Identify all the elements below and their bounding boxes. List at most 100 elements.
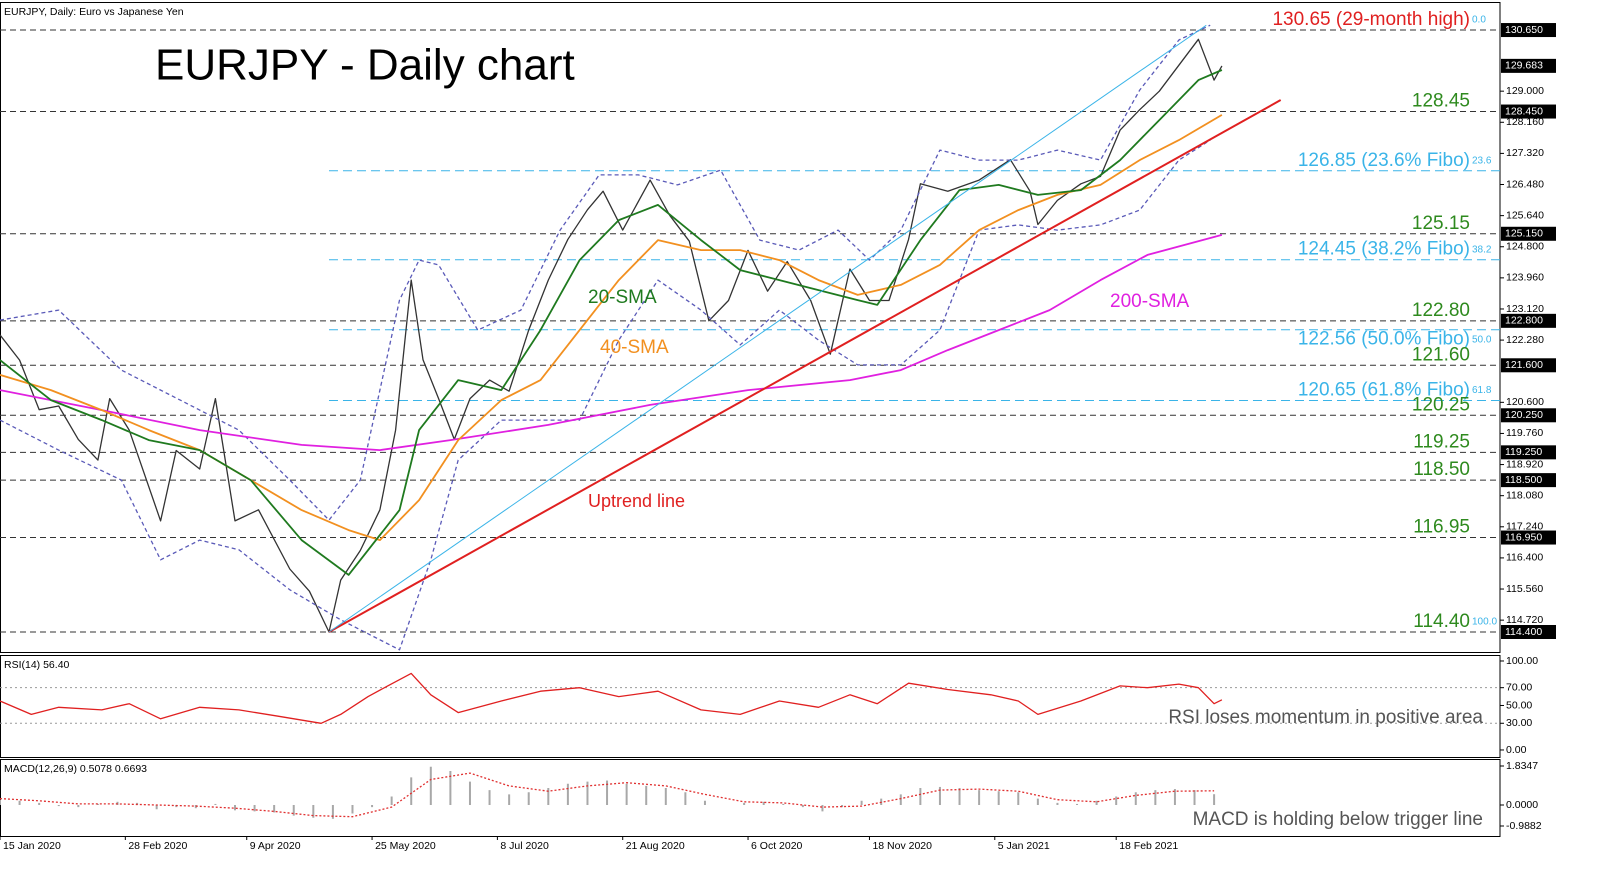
y-tick-label: 118.080 bbox=[1506, 489, 1543, 501]
y-tick-label: 118.920 bbox=[1506, 458, 1543, 470]
y-tick-label: 120.600 bbox=[1506, 396, 1544, 408]
series-line bbox=[0, 38, 1223, 633]
y-tick-label: 114.720 bbox=[1506, 614, 1543, 626]
sma-label: 20-SMA bbox=[588, 287, 657, 308]
y-tick-label: 126.480 bbox=[1506, 178, 1544, 190]
y-tick-label: 122.280 bbox=[1506, 334, 1544, 346]
y-tick-label: 125.640 bbox=[1506, 209, 1544, 221]
y-tick-label: 123.960 bbox=[1506, 272, 1544, 284]
axis-box bbox=[1501, 104, 1556, 119]
x-tick-label: 5 Jan 2021 bbox=[998, 840, 1050, 852]
y-tick-label: 124.800 bbox=[1506, 241, 1544, 253]
series-line bbox=[0, 672, 1223, 724]
axis-box-label: 120.250 bbox=[1505, 409, 1543, 421]
axis-box bbox=[1501, 445, 1556, 460]
series-line bbox=[0, 24, 1211, 521]
panel-frame bbox=[0, 2, 1501, 653]
level-label: 122.80 bbox=[1412, 300, 1470, 321]
axis-box-label: 118.500 bbox=[1505, 474, 1542, 486]
x-tick-label: 18 Feb 2021 bbox=[1119, 840, 1178, 852]
x-tick-label: 25 May 2020 bbox=[375, 840, 436, 852]
y-tick-label: 123.120 bbox=[1506, 303, 1544, 315]
trend-label: Uptrend line bbox=[588, 491, 685, 511]
y-tick-label: 119.760 bbox=[1506, 427, 1543, 439]
level-label: 120.25 bbox=[1412, 394, 1470, 415]
panel-title: RSI(14) 56.40 bbox=[4, 659, 70, 671]
x-tick-label: 8 Jul 2020 bbox=[500, 840, 549, 852]
axis-box-label: 130.650 bbox=[1505, 24, 1543, 36]
fibo-label: 100.0 bbox=[1472, 617, 1497, 628]
y-tick-label: 100.00 bbox=[1506, 655, 1538, 667]
axis-box-label: 119.250 bbox=[1505, 446, 1542, 458]
x-tick-label: 28 Feb 2020 bbox=[128, 840, 187, 852]
last-price-box bbox=[1501, 58, 1556, 73]
axis-box-label: 122.800 bbox=[1505, 315, 1543, 327]
y-tick-label: 0.00 bbox=[1506, 744, 1527, 756]
level-label: 126.85 (23.6% Fibo) bbox=[1298, 150, 1470, 171]
level-label: 116.95 bbox=[1413, 517, 1470, 538]
fibo-label: 38.2 bbox=[1472, 244, 1492, 255]
fibo-label: 61.8 bbox=[1472, 385, 1492, 396]
panel-title: MACD(12,26,9) 0.5078 0.6693 bbox=[4, 763, 147, 775]
panel-title: EURJPY, Daily: Euro vs Japanese Yen bbox=[4, 6, 184, 18]
y-tick-label: 70.00 bbox=[1506, 681, 1532, 693]
trend-line bbox=[328, 99, 1282, 633]
series-line bbox=[0, 772, 1215, 818]
channel-line bbox=[328, 24, 1207, 633]
sma-label: 200-SMA bbox=[1110, 291, 1190, 312]
x-tick-label: 15 Jan 2020 bbox=[3, 840, 61, 852]
y-tick-label: -0.9882 bbox=[1506, 820, 1542, 832]
axis-box bbox=[1501, 473, 1556, 488]
last-price-label: 129.683 bbox=[1505, 60, 1543, 72]
axis-box bbox=[1501, 313, 1556, 328]
level-label: 118.50 bbox=[1413, 459, 1470, 480]
y-tick-label: 116.400 bbox=[1506, 552, 1543, 564]
series-line bbox=[0, 139, 1211, 651]
axis-box bbox=[1501, 408, 1556, 423]
level-label: 128.45 bbox=[1412, 91, 1470, 112]
axis-box bbox=[1501, 624, 1556, 639]
axis-box bbox=[1501, 358, 1556, 373]
y-tick-label: 117.240 bbox=[1506, 521, 1543, 533]
sma-label: 40-SMA bbox=[600, 337, 669, 358]
axis-box-label: 114.400 bbox=[1505, 626, 1542, 638]
level-label: 124.45 (38.2% Fibo) bbox=[1298, 239, 1470, 260]
y-tick-label: 128.160 bbox=[1506, 116, 1544, 128]
fibo-label: 23.6 bbox=[1472, 155, 1492, 166]
level-label: 122.56 (50.0% Fibo) bbox=[1298, 329, 1470, 350]
level-label: 125.15 bbox=[1412, 213, 1470, 234]
axis-box bbox=[1501, 23, 1556, 38]
x-tick-label: 21 Aug 2020 bbox=[626, 840, 685, 852]
level-label: 119.25 bbox=[1413, 431, 1470, 452]
y-tick-label: 0.0000 bbox=[1506, 799, 1538, 811]
y-tick-label: 1.8347 bbox=[1506, 760, 1538, 772]
annotation: RSI loses momentum in positive area bbox=[1168, 707, 1483, 728]
panel-frame bbox=[0, 655, 1501, 758]
y-tick-label: 30.00 bbox=[1506, 717, 1532, 729]
level-label: 114.40 bbox=[1413, 611, 1470, 632]
y-tick-label: 129.000 bbox=[1506, 85, 1544, 97]
axis-box-label: 121.600 bbox=[1505, 359, 1543, 371]
level-label: 121.60 bbox=[1412, 344, 1470, 365]
y-tick-label: 115.560 bbox=[1506, 583, 1543, 595]
x-tick-label: 6 Oct 2020 bbox=[751, 840, 803, 852]
fibo-label: 50.0 bbox=[1472, 334, 1492, 345]
y-tick-label: 50.00 bbox=[1506, 699, 1532, 711]
y-tick-label: 127.320 bbox=[1506, 147, 1544, 159]
x-tick-label: 18 Nov 2020 bbox=[872, 840, 932, 852]
x-tick-label: 9 Apr 2020 bbox=[250, 840, 301, 852]
sma-line bbox=[0, 234, 1223, 451]
axis-box bbox=[1501, 226, 1556, 241]
sma-line bbox=[0, 69, 1223, 576]
annotation: MACD is holding below trigger line bbox=[1193, 809, 1483, 830]
axis-box bbox=[1501, 530, 1556, 545]
axis-box-label: 125.150 bbox=[1505, 228, 1543, 240]
axis-box-label: 128.450 bbox=[1505, 105, 1543, 117]
level-label: 120.65 (61.8% Fibo) bbox=[1298, 379, 1470, 400]
fibo-label: 0.0 bbox=[1472, 15, 1486, 26]
annotation-title: EURJPY - Daily chart bbox=[155, 41, 575, 90]
level-label: 130.65 (29-month high) bbox=[1272, 9, 1470, 30]
